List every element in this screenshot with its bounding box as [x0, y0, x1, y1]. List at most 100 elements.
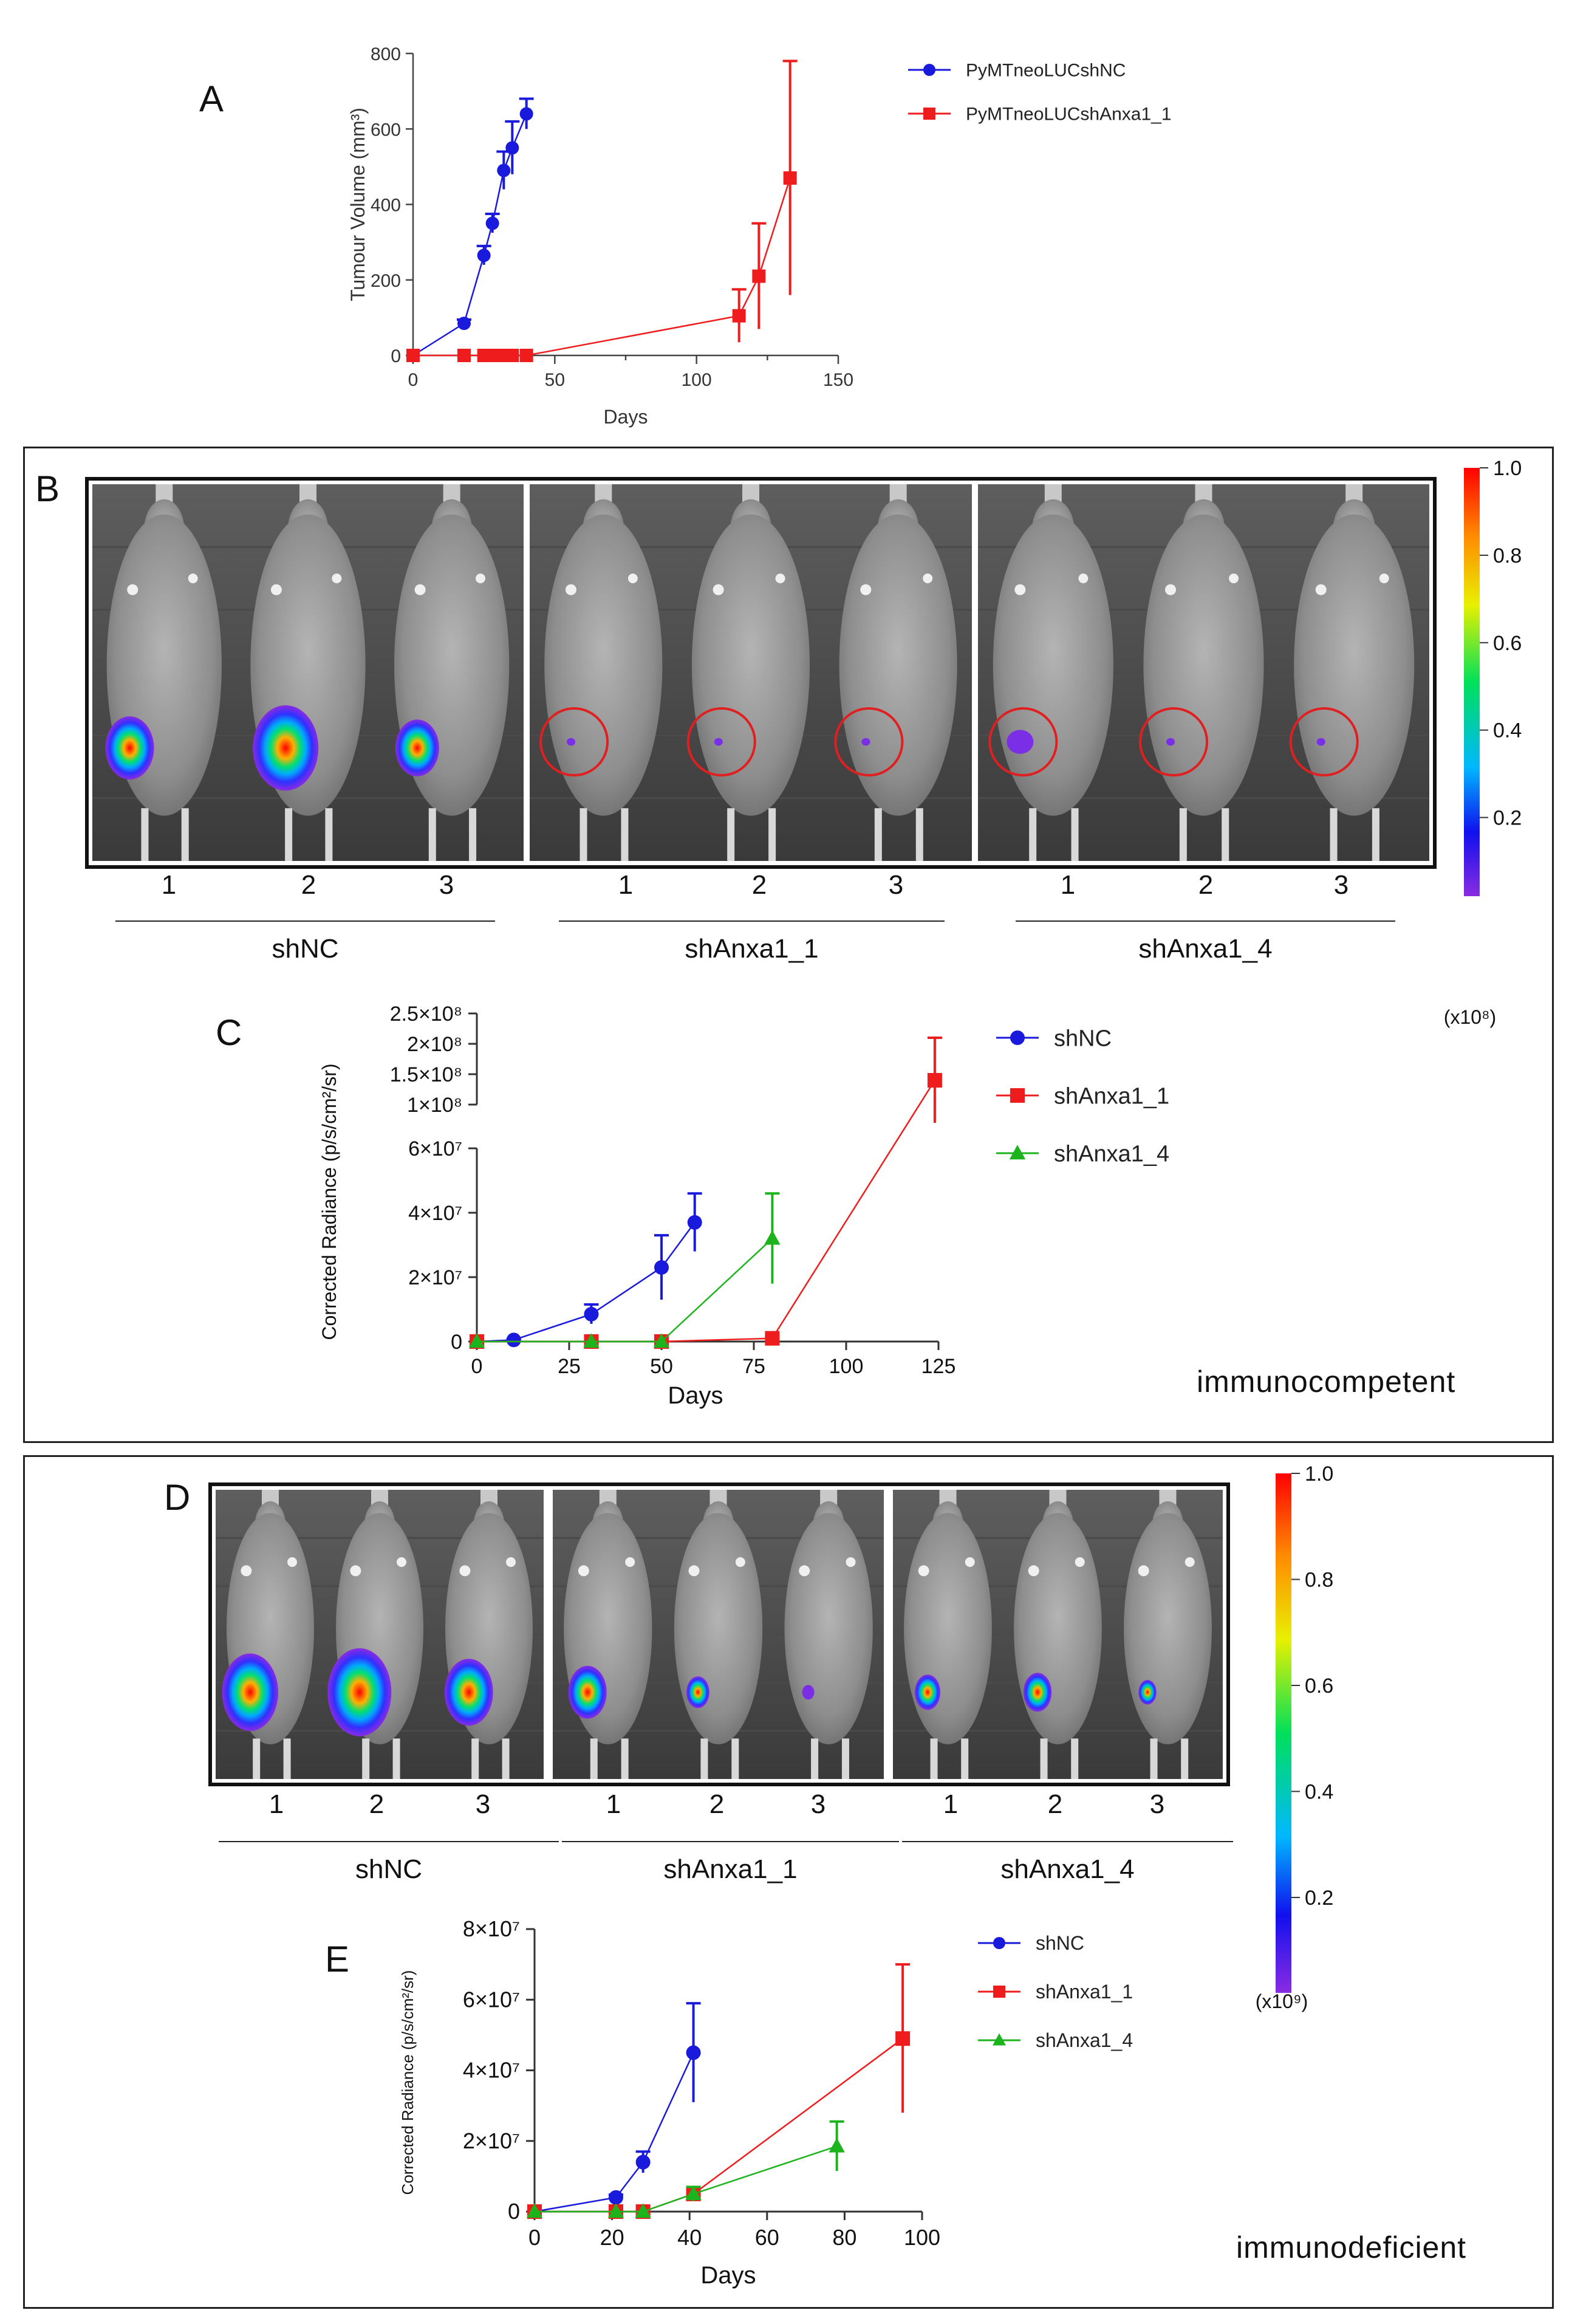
- roi-circle: [988, 707, 1058, 776]
- mouse-paw-spot: [1138, 1565, 1149, 1577]
- chart-c-point-2-1: [583, 1333, 600, 1348]
- mouse-body: [1294, 514, 1415, 816]
- mouse-paw-spot: [1028, 1565, 1039, 1577]
- chart-a-point-0-2: [477, 249, 491, 262]
- chart-a-legend-marker-0: [923, 64, 935, 76]
- mouse-number-b-3-1: 1: [1060, 870, 1076, 900]
- bioluminescence-signal: [1166, 738, 1175, 746]
- mice-image-shanxa1-4-b: [978, 484, 1429, 861]
- mouse-leg: [362, 1738, 370, 1779]
- mouse-leg: [915, 808, 923, 861]
- chart-e-xtick-label-0: 0: [528, 2225, 541, 2250]
- bioluminescence-signal: [105, 716, 154, 780]
- bioluminescence-signal: [1007, 730, 1034, 754]
- panel-label-c: C: [216, 1012, 242, 1053]
- chart-a-legend-marker-1: [923, 108, 935, 120]
- bioluminescence-signal: [1138, 1679, 1157, 1705]
- mouse-paw-spot: [397, 1557, 406, 1567]
- panel-label-d: D: [164, 1477, 191, 1518]
- chart-c-ytick-low-label-2: 4×10⁷: [408, 1202, 462, 1225]
- mouse-leg: [1029, 808, 1037, 861]
- chart-c-xtick-label-4: 100: [829, 1355, 864, 1378]
- chart-c-y-label: Corrected Radiance (p/s/cm²/sr): [318, 1063, 340, 1340]
- chart-a-legend-label-1: PyMTneoLUCshAnxa1_1: [966, 105, 1172, 125]
- chart-c-point-0-1: [506, 1332, 521, 1348]
- mouse-leg: [768, 808, 776, 861]
- roi-circle: [1139, 707, 1209, 776]
- mouse-number-b-3-3: 3: [1333, 870, 1349, 900]
- chart-c-series-line-1: [477, 1080, 935, 1343]
- roi-circle: [539, 707, 609, 776]
- mouse-paw-spot: [332, 574, 342, 583]
- chart-e-ytick-label-1: 2×10⁷: [463, 2128, 520, 2153]
- group-label-b-shanxa1-1: shAnxa1_1: [685, 934, 819, 964]
- mouse-body: [691, 514, 810, 816]
- mouse-leg: [325, 808, 333, 861]
- mouse-paw-spot: [350, 1565, 361, 1577]
- chart-c-point-2-3: [764, 1230, 781, 1245]
- chart-c-xtick-label-0: 0: [471, 1355, 483, 1378]
- colorbar-d-tick-label-0: 1.0: [1305, 1462, 1333, 1486]
- mouse-leg: [811, 1738, 819, 1779]
- chart-e-series-line-2: [535, 2145, 838, 2213]
- mouse-paw-spot: [923, 574, 933, 583]
- mouse-body: [1124, 1513, 1212, 1744]
- mouse-leg: [392, 1738, 400, 1779]
- mouse-leg: [727, 808, 735, 861]
- mouse-paw-spot: [1014, 584, 1026, 595]
- mouse-paw-spot: [476, 574, 485, 583]
- colorbar-d: 1.0 0.8 0.6 0.4 0.2 (x10⁹): [1256, 1462, 1334, 2012]
- roi-circle: [1289, 707, 1359, 776]
- mouse-number-b-2-3: 3: [888, 870, 904, 900]
- chart-e-ytick-label-2: 4×10⁷: [463, 2058, 520, 2083]
- colorbar-d-gradient-bar: [1276, 1473, 1291, 1993]
- colorbar-b-tick-label-0: 1.0: [1493, 457, 1522, 480]
- chart-a-ytick-label-0: 0: [391, 346, 401, 366]
- chart-a-point-1-5: [505, 349, 519, 362]
- chart-c-legend-marker-1: [1010, 1088, 1025, 1103]
- mouse-number-d-3-3: 3: [1149, 1789, 1165, 1819]
- chart-e-x-label: Days: [700, 2262, 756, 2289]
- chart-a-point-1-3: [485, 349, 499, 362]
- mouse-leg: [731, 1738, 739, 1779]
- bioluminescence-signal: [1023, 1673, 1052, 1712]
- chart-a-ytick-label-4: 800: [371, 44, 401, 64]
- bioluminescence-signal: [327, 1648, 392, 1736]
- mouse-paw-spot: [713, 584, 724, 595]
- chart-c-legend-label-1: shAnxa1_1: [1054, 1083, 1169, 1109]
- mouse-leg: [428, 808, 436, 861]
- mouse-leg: [700, 1738, 708, 1779]
- mouse-number-d-2-3: 3: [810, 1789, 826, 1819]
- chart-e-point-2-1: [607, 2203, 624, 2218]
- mouse-leg: [621, 1738, 629, 1779]
- colorbar-b-tick-label-3: 0.4: [1493, 719, 1522, 742]
- chart-a-point-0-1: [457, 317, 471, 331]
- mouse-body: [1014, 1513, 1102, 1744]
- chart-c-ytick-high-label-2: 2×10⁸: [407, 1033, 462, 1056]
- chart-e-ytick-label-0: 0: [508, 2199, 520, 2224]
- chart-e-legend-marker-1: [993, 1986, 1005, 1998]
- chart-a-xtick-label-1: 50: [545, 370, 565, 390]
- mouse-paw-spot: [188, 574, 198, 583]
- chart-a-xtick-label-0: 0: [408, 370, 419, 390]
- mouse-paw-spot: [241, 1565, 252, 1577]
- mouse-paw-spot: [735, 1557, 745, 1567]
- chart-a-point-0-6: [519, 107, 533, 121]
- mouse-number-d-2-1: 1: [606, 1789, 621, 1819]
- chart-a-point-1-7: [732, 309, 746, 323]
- mouse-leg: [590, 1738, 598, 1779]
- condition-label-immunodeficient: immunodeficient: [1236, 2230, 1467, 2264]
- colorbar-b-tick-label-1: 0.8: [1493, 544, 1522, 567]
- mouse-paw-spot: [1315, 584, 1327, 595]
- mouse-leg: [1040, 1738, 1048, 1779]
- chart-c-xtick-label-5: 125: [921, 1355, 956, 1378]
- chart-a-ytick-label-3: 600: [371, 120, 401, 140]
- mice-image-shnc-b: [92, 484, 524, 861]
- chart-a-ytick-label-1: 200: [371, 271, 401, 291]
- mice-image-shanxa1-4-d: [893, 1490, 1223, 1779]
- bioluminescence-signal: [686, 1676, 709, 1709]
- chart-e-point-1-4: [895, 2031, 911, 2046]
- mouse-number-b-1-3: 3: [439, 870, 454, 900]
- chart-c-xtick-label-2: 50: [650, 1355, 673, 1378]
- chart-e-y-label: Corrected Radiance (p/s/cm²/sr): [398, 1970, 417, 2195]
